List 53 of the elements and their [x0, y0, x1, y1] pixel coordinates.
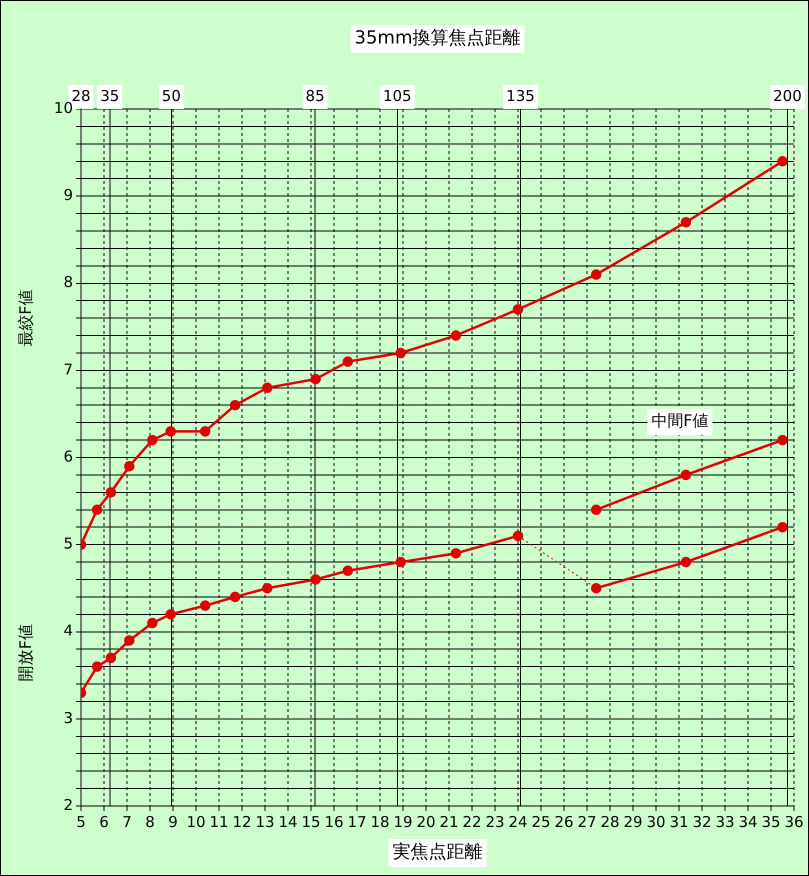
- x-tick-label: 18: [370, 812, 390, 831]
- x-tick-label: 6: [99, 812, 109, 831]
- x-tick-label: 27: [577, 812, 597, 831]
- y-tick-label: 2: [63, 796, 73, 814]
- x-tick-label: 10: [186, 812, 206, 831]
- x2-tick-label: 200: [773, 86, 802, 105]
- x-tick-label: 21: [439, 812, 459, 831]
- y-tick-label: 5: [63, 534, 73, 553]
- x-tick-label: 26: [554, 812, 574, 831]
- x-tick-label: 32: [692, 812, 712, 831]
- x-tick-label: 19: [393, 812, 413, 831]
- y-tick-label: 10: [54, 98, 73, 117]
- x-tick-label: 33: [715, 812, 735, 831]
- x-tick-label: 17: [347, 812, 367, 831]
- x-tick-label: 24: [508, 812, 528, 831]
- x2-tick-label: 50: [162, 86, 181, 105]
- text: 中間F値: [651, 411, 708, 430]
- x-tick-label: 20: [416, 812, 436, 831]
- x2-tick-label: 105: [382, 86, 412, 105]
- x2-tick-label: 35: [100, 86, 120, 105]
- x-tick-label: 36: [784, 812, 804, 831]
- text: 開放F値: [16, 624, 36, 682]
- x2-tick-label: 28: [71, 86, 91, 105]
- x2-tick-label: 135: [506, 86, 535, 105]
- x-tick-label: 29: [623, 812, 643, 831]
- x2-tick-label: 85: [306, 86, 325, 105]
- x-tick-label: 11: [209, 812, 229, 831]
- x-tick-label: 12: [232, 812, 252, 831]
- x-tick-label: 30: [646, 812, 666, 831]
- x-tick-label: 13: [255, 812, 275, 831]
- y-tick-label: 9: [63, 186, 73, 204]
- x-tick-label: 7: [122, 812, 132, 831]
- y-tick-label: 8: [63, 273, 73, 292]
- x-tick-label: 14: [278, 812, 298, 831]
- x-tick-label: 28: [600, 812, 620, 831]
- x-tick-label: 5: [76, 812, 86, 831]
- x-tick-label: 22: [462, 812, 482, 831]
- y-tick-label: 4: [63, 622, 73, 640]
- x-tick-label: 31: [669, 812, 689, 831]
- y-tick-label: 7: [63, 360, 73, 378]
- x-tick-label: 35: [761, 812, 781, 831]
- y-tick-label: 6: [63, 447, 73, 466]
- x-tick-label: 15: [301, 812, 321, 831]
- x-tick-label: 25: [531, 812, 551, 831]
- y-tick-label: 3: [63, 708, 73, 727]
- x-tick-label: 16: [324, 812, 344, 831]
- text: 最絞F値: [16, 290, 36, 347]
- x-axis-title: 実焦点距離: [392, 842, 482, 863]
- x-tick-label: 9: [168, 812, 178, 831]
- x-tick-label: 8: [145, 812, 155, 831]
- x2-axis-title: 35mm換算焦点距離: [354, 28, 520, 49]
- x-tick-label: 23: [485, 812, 505, 831]
- x-tick-label: 34: [738, 812, 758, 831]
